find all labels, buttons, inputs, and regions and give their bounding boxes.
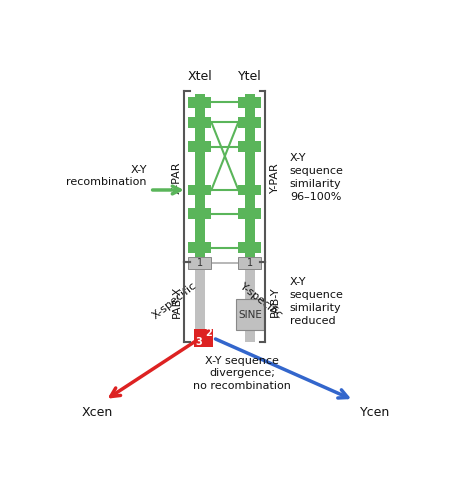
Text: PAB-X: PAB-X	[172, 285, 182, 318]
Text: PAB-Y: PAB-Y	[270, 286, 279, 317]
Bar	[245, 94, 255, 261]
Text: Xtel: Xtel	[188, 70, 212, 83]
Text: Ytel: Ytel	[238, 70, 262, 83]
Bar	[194, 338, 204, 347]
Bar	[204, 338, 213, 347]
Bar	[245, 261, 255, 342]
Bar	[236, 299, 264, 330]
Bar	[188, 208, 212, 219]
Bar	[238, 208, 261, 219]
Text: X-specific: X-specific	[150, 280, 198, 321]
Text: 2: 2	[205, 328, 211, 338]
Bar	[188, 117, 212, 128]
Bar	[188, 243, 212, 253]
Text: 3: 3	[196, 337, 202, 347]
Text: X-Y
sequence
similarity
96–100%: X-Y sequence similarity 96–100%	[290, 154, 344, 202]
Bar	[194, 329, 204, 338]
Bar	[188, 257, 212, 269]
Text: 1: 1	[197, 258, 203, 268]
Bar	[188, 185, 212, 195]
Text: X-Y sequence
divergence;
no recombination: X-Y sequence divergence; no recombinatio…	[193, 356, 291, 391]
Bar	[238, 141, 261, 152]
Text: X-PAR: X-PAR	[172, 161, 182, 194]
Text: Xcen: Xcen	[82, 406, 113, 418]
Bar	[238, 185, 261, 195]
Bar	[238, 257, 261, 269]
Text: 1: 1	[247, 258, 253, 268]
Bar	[188, 141, 212, 152]
Text: Y-specific: Y-specific	[238, 281, 285, 321]
Text: SINE: SINE	[238, 310, 262, 320]
Text: Y-PAR: Y-PAR	[270, 162, 279, 193]
Bar	[238, 117, 261, 128]
Bar	[238, 97, 261, 107]
Bar	[204, 329, 213, 338]
Bar	[195, 261, 205, 342]
Bar	[195, 94, 205, 261]
Text: X-Y
recombination: X-Y recombination	[66, 165, 147, 187]
Text: X-Y
sequence
similarity
reduced: X-Y sequence similarity reduced	[290, 278, 344, 326]
Bar	[238, 243, 261, 253]
Bar	[188, 97, 212, 107]
Text: Ycen: Ycen	[360, 406, 390, 418]
